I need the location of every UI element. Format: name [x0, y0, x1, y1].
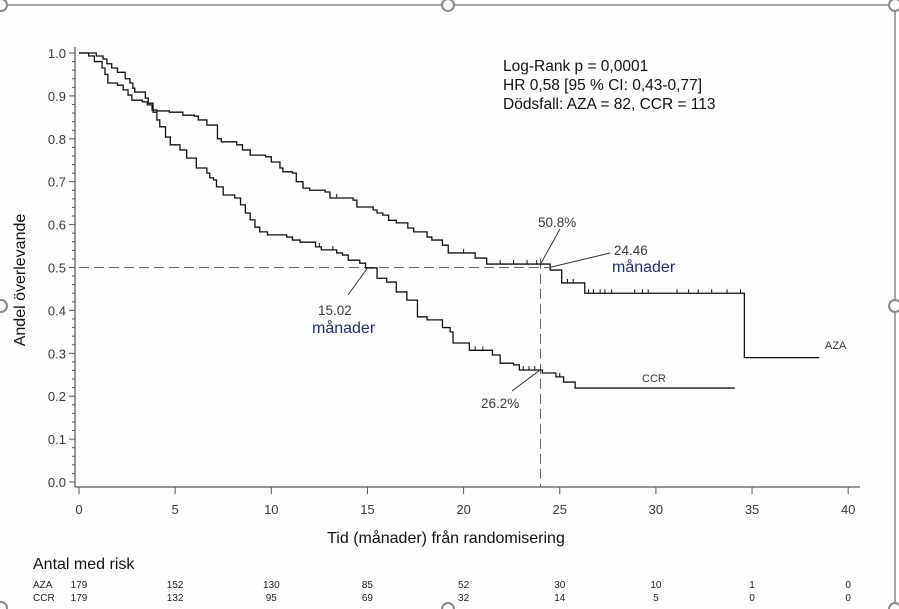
y-tick-label: 0.8: [48, 132, 66, 147]
risk-row-label-ccr: CCR: [33, 593, 55, 604]
risk-table-title: Antal med risk: [33, 556, 135, 573]
x-tick-label: 25: [553, 502, 567, 517]
survival-curves: [79, 52, 820, 389]
risk-cell-ccr: 0: [749, 593, 755, 604]
risk-cell-ccr: 69: [362, 593, 374, 604]
risk-table: Antal med risk AZA CCR 179 152 130 85 52 30 10…: [33, 556, 851, 604]
resize-handle-bottom-left[interactable]: [0, 601, 8, 609]
x-tick-label: 40: [841, 502, 855, 517]
resize-handle-top-center[interactable]: [441, 0, 455, 12]
annotation-aza-median: 24.46 månader: [549, 243, 676, 276]
risk-cell-aza: 52: [458, 580, 470, 591]
risk-cell-ccr: 0: [845, 593, 851, 604]
risk-cell-aza: 130: [263, 580, 280, 591]
risk-cell-aza: 85: [362, 580, 374, 591]
reference-lines: [79, 258, 550, 487]
y-tick-label: 0.2: [48, 389, 66, 404]
resize-handle-top-right[interactable]: [888, 0, 899, 12]
annotation-value: 24.46: [614, 243, 648, 258]
annotation-unit: månader: [612, 258, 676, 276]
stat-hazard-ratio: HR 0,58 [95 % CI: 0,43-0,77]: [503, 77, 702, 94]
resize-handle-middle-right[interactable]: [888, 299, 899, 313]
annotation-aza-at-24: 50.8%: [538, 215, 576, 265]
annotation-ccr-median: 15.02 månader: [312, 267, 376, 337]
risk-cell-aza: 179: [71, 580, 88, 591]
y-tick-label: 0.0: [48, 475, 66, 490]
x-tick-label: 30: [649, 502, 663, 517]
risk-cell-aza: 30: [554, 580, 566, 591]
stat-log-rank: Log-Rank p = 0,0001: [503, 58, 648, 75]
series-ccr: [79, 52, 735, 389]
y-tick-label: 0.7: [48, 175, 66, 190]
resize-handle-bottom-right[interactable]: [888, 602, 899, 609]
series-label-aza: AZA: [825, 340, 847, 352]
x-tick-label: 35: [745, 502, 759, 517]
risk-row-label-aza: AZA: [33, 580, 53, 591]
risk-cell-aza: 10: [650, 580, 662, 591]
annotation-leader-line: [511, 369, 541, 392]
annotation-ccr-at-24: 26.2%: [481, 369, 541, 411]
resize-handle-middle-left[interactable]: [0, 299, 8, 313]
risk-cell-ccr: 95: [266, 593, 278, 604]
y-tick-label: 0.3: [48, 346, 66, 361]
curve-aza: [79, 52, 820, 359]
resize-handle-bottom-center[interactable]: [441, 602, 455, 609]
y-tick-label: 0.4: [48, 303, 66, 318]
y-axis-ticks: 0.0 0.1 0.2 0.3 0.4 0.5 0.6 0.7 0.8 0.9 1.0: [48, 46, 75, 490]
x-axis-title: Tid (månader) från randomisering: [327, 529, 565, 547]
x-tick-label: 15: [360, 502, 374, 517]
annotation-value: 50.8%: [538, 215, 576, 230]
resize-handle-top-left[interactable]: [0, 0, 8, 12]
annotation-value: 15.02: [318, 303, 352, 318]
curve-ccr: [79, 52, 735, 389]
risk-cell-aza: 0: [845, 580, 851, 591]
risk-cell-ccr: 179: [71, 593, 88, 604]
x-tick-label: 10: [264, 502, 278, 517]
x-axis-ticks: 0 5 10 15 20 25 30 35 40: [75, 487, 855, 517]
stat-deaths: Dödsfall: AZA = 82, CCR = 113: [503, 96, 716, 113]
y-axis-title: Andel överlevande: [12, 214, 29, 347]
annotation-unit: månader: [312, 319, 376, 337]
x-tick-label: 0: [75, 502, 82, 517]
series-aza: [79, 52, 820, 359]
risk-cell-ccr: 32: [458, 593, 470, 604]
y-tick-label: 0.6: [48, 218, 66, 233]
annotation-leader-line: [549, 252, 611, 268]
y-tick-label: 0.5: [48, 261, 66, 276]
x-tick-label: 5: [172, 502, 179, 517]
risk-cell-aza: 152: [167, 580, 184, 591]
x-tick-label: 20: [456, 502, 470, 517]
risk-cell-ccr: 14: [554, 593, 566, 604]
annotation-leader-line: [347, 267, 369, 296]
risk-cell-ccr: 132: [167, 593, 184, 604]
statistics-text: Log-Rank p = 0,0001 HR 0,58 [95 % CI: 0,…: [503, 58, 716, 113]
annotation-leader-line: [540, 228, 561, 265]
y-tick-label: 1.0: [48, 46, 66, 61]
risk-cell-aza: 1: [749, 580, 755, 591]
y-tick-label: 0.9: [48, 89, 66, 104]
risk-cell-ccr: 5: [653, 593, 659, 604]
series-label-ccr: CCR: [642, 373, 666, 385]
annotation-value: 26.2%: [481, 396, 519, 411]
y-tick-label: 0.1: [48, 432, 66, 447]
